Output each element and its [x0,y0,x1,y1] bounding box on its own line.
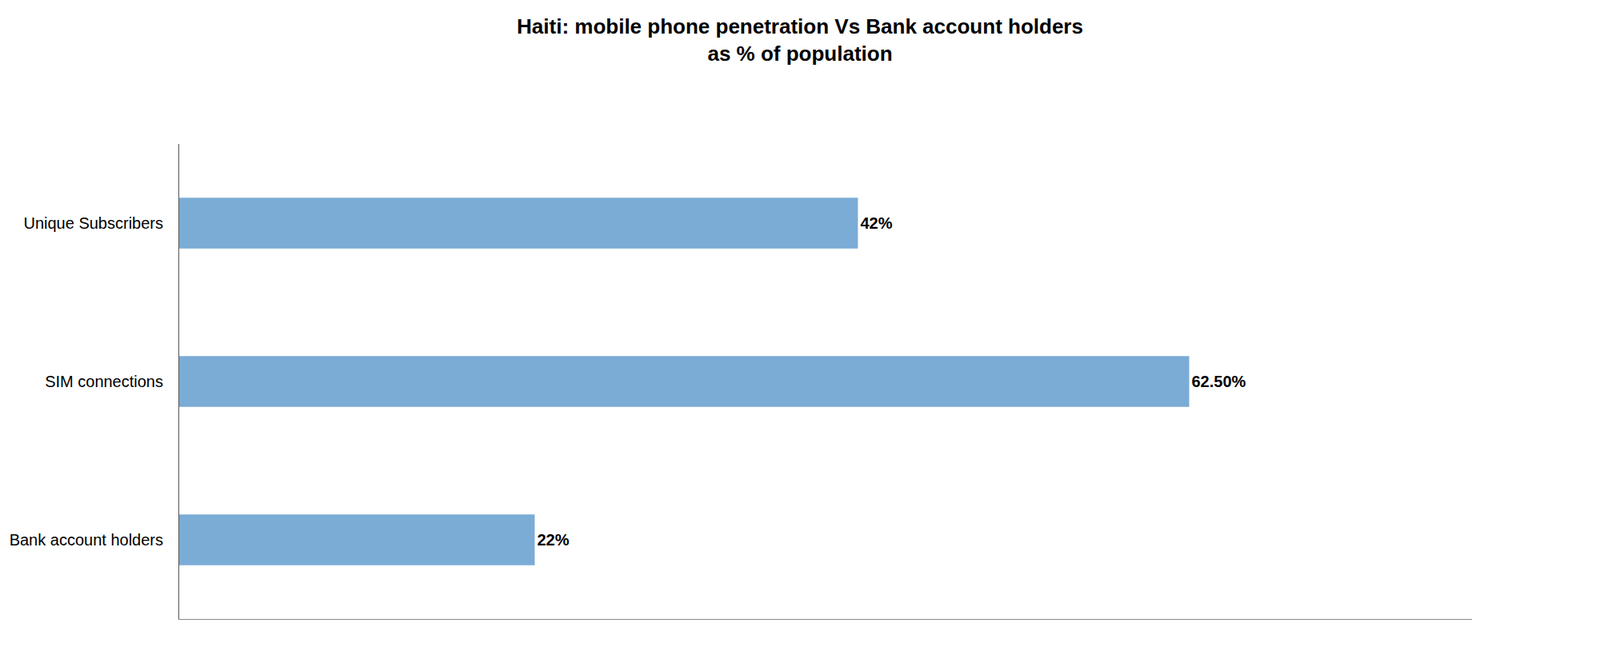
svg-text:SIM connections: SIM connections [44,372,164,391]
svg-text:Unique Subscribers: Unique Subscribers [23,214,164,232]
svg-text:62.50%: 62.50% [1192,372,1247,391]
svg-text:22%: 22% [536,531,569,549]
svg-text:Bank account holders: Bank account holders [9,531,164,549]
svg-text:Haiti: mobile phone penetratio: Haiti: mobile phone penetration Vs Bank … [516,14,1084,66]
svg-text:42%: 42% [860,214,892,232]
